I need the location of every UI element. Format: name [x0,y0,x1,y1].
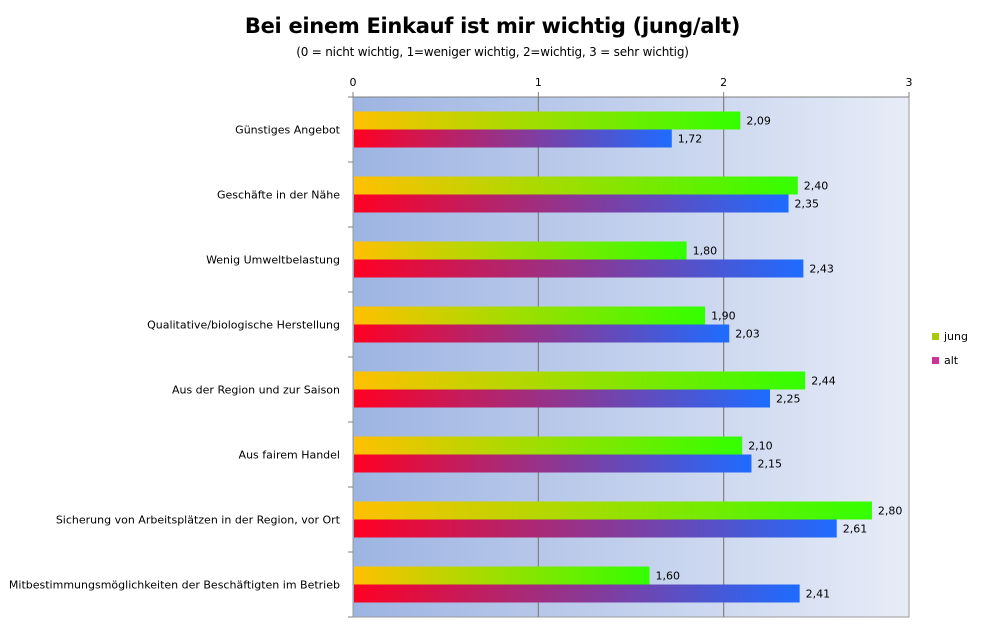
x-axis: 0 1 2 3 [348,76,913,618]
bar-jung [354,436,743,455]
data-label: 1,90 [711,310,736,323]
legend-swatch [932,333,939,340]
x-tick-label: 3 [906,76,913,89]
bars: 2,09 1,72 2,40 2,35 1,80 2,43 1,90 2,03 2,44 2,25… [354,111,903,603]
category-label: Günstiges Angebot [235,124,341,137]
category-label: Aus fairem Handel [239,449,340,462]
data-label: 2,09 [746,115,771,128]
legend-label: jung [943,330,968,343]
bar-alt [354,584,800,603]
legend-swatch [932,357,939,364]
chart-subtitle: (0 = nicht wichtig, 1=weniger wichtig, 2… [296,45,689,59]
category-label: Wenig Umweltbelastung [206,254,340,267]
category-label: Mitbestimmungsmöglichkeiten der Beschäft… [9,579,340,592]
bar-alt [354,129,672,148]
bar-alt [354,519,837,538]
x-tick-label: 0 [350,76,357,89]
bar-jung [354,176,798,195]
bar-alt [354,389,770,408]
bar-jung [354,566,650,585]
bar-alt [354,324,730,343]
bar-jung [354,241,687,260]
x-tick-label: 2 [720,76,727,89]
data-label: 2,40 [804,180,829,193]
data-label: 2,80 [878,505,903,518]
data-label: 1,80 [693,245,718,258]
category-label: Sicherung von Arbeitsplätzen in der Regi… [56,514,341,527]
plot-area [352,96,910,618]
bar-alt [354,454,752,473]
x-tick-label: 1 [535,76,542,89]
chart-title: Bei einem Einkauf ist mir wichtig (jung/… [244,14,741,38]
data-label: 2,44 [811,375,836,388]
data-label: 2,61 [843,523,868,536]
data-label: 2,35 [795,198,820,211]
category-label: Aus der Region und zur Saison [172,384,340,397]
data-label: 2,15 [757,458,782,471]
data-label: 2,03 [735,328,760,341]
bar-jung [354,501,872,520]
bar-alt [354,259,804,278]
data-label: 1,60 [656,570,681,583]
data-label: 1,72 [678,133,703,146]
bar-jung [354,111,741,130]
data-label: 2,10 [748,440,773,453]
bar-alt [354,194,789,213]
bar-jung [354,306,706,325]
legend-label: alt [944,354,959,367]
data-label: 2,41 [806,588,831,601]
category-label: Geschäfte in der Nähe [217,189,340,202]
data-label: 2,43 [809,263,834,276]
legend: jung alt [932,330,968,367]
category-labels: Günstiges Angebot Geschäfte in der Nähe We… [9,124,341,592]
category-label: Qualitative/biologische Herstellung [147,319,340,332]
data-label: 2,25 [776,393,801,406]
bar-jung [354,371,806,390]
